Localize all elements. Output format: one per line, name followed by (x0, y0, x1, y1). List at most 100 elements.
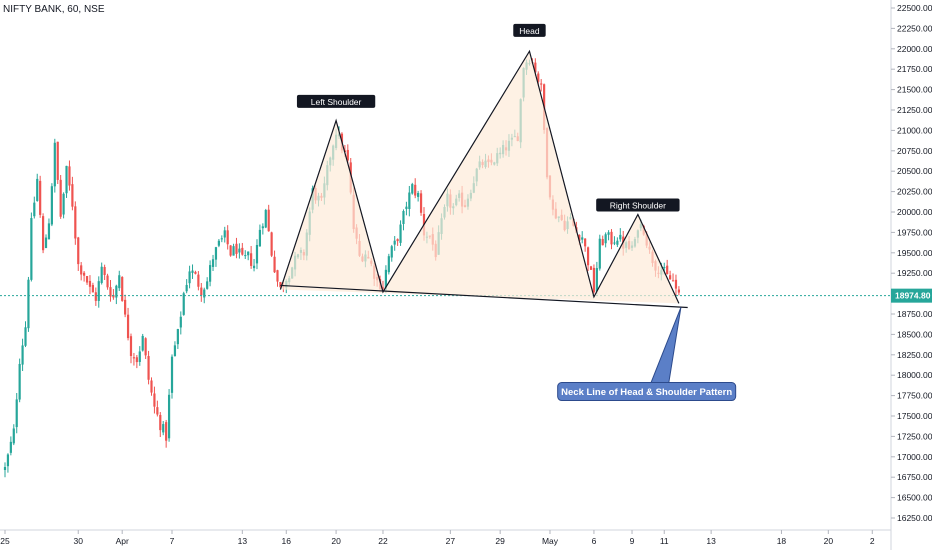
candle-body (267, 209, 270, 232)
candle-body (534, 62, 537, 73)
candle-body (109, 287, 112, 297)
candle-body (80, 265, 83, 275)
x-axis: 25 30 Apr 7 13 16 20 22 27 29 May 6 9 11 13 18 20 2 (0, 529, 891, 546)
y-tick-label: 19750.00 (897, 227, 932, 237)
y-tick-label: 17250.00 (897, 431, 932, 441)
candle-body (27, 279, 30, 329)
x-tick-label: 2 (870, 536, 875, 546)
current-price-tag (891, 288, 932, 303)
candle-body (176, 329, 179, 345)
candle-body (44, 237, 48, 249)
candle-body (36, 178, 39, 201)
candle-body (414, 184, 417, 196)
y-tick-label: 21250.00 (897, 105, 932, 115)
candle-body (223, 230, 226, 238)
candle-body (144, 338, 147, 356)
annotation-label-bg (296, 94, 376, 108)
candle-body (12, 428, 15, 444)
x-tick-label: 9 (630, 536, 635, 546)
x-tick-label: 22 (378, 536, 388, 546)
candle-body (59, 179, 62, 217)
candle-body (601, 239, 604, 246)
candle-body (150, 380, 153, 393)
candle-body (91, 285, 94, 293)
candle-body (589, 266, 593, 270)
candle-body (191, 270, 194, 273)
candle-body (124, 299, 127, 315)
candle-body (118, 275, 121, 289)
candle-body (346, 149, 349, 161)
candle-body (179, 316, 182, 328)
candle-body (264, 210, 267, 228)
candle-body (68, 166, 71, 186)
candle-body (595, 268, 598, 292)
candle-body (39, 180, 42, 215)
x-tick-label: 7 (170, 536, 175, 546)
candle-body (669, 275, 672, 280)
candle-body (209, 265, 212, 282)
candle-body (97, 281, 100, 301)
candle-body (613, 242, 616, 244)
candle-body (21, 345, 24, 365)
candle-body (604, 234, 607, 244)
candle-body (279, 282, 282, 288)
x-tick-label: 20 (824, 536, 834, 546)
candle-body (77, 237, 80, 265)
candle-body (261, 226, 264, 229)
candle-body (156, 407, 159, 415)
candle-body (226, 230, 229, 245)
y-tick-label: 21500.00 (897, 85, 932, 95)
candle-body (47, 223, 51, 240)
candle-body (30, 218, 33, 280)
candle-body (232, 246, 235, 256)
x-tick-label: 20 (331, 536, 341, 546)
candle-body (598, 238, 601, 269)
candle-body (666, 265, 669, 275)
x-tick-label: 29 (495, 536, 505, 546)
y-tick-label: 19250.00 (897, 268, 932, 278)
x-tick-label: 6 (592, 536, 597, 546)
candle-body (126, 314, 130, 339)
candle-body (592, 267, 596, 293)
x-tick-label: 18 (777, 536, 787, 546)
candle-body (402, 211, 405, 224)
y-tick-label: 20500.00 (897, 166, 932, 176)
candle-body (671, 280, 675, 282)
candle-body (200, 287, 203, 296)
candle-body (100, 266, 103, 283)
y-tick-label: 20000.00 (897, 207, 932, 217)
candle-body (83, 272, 86, 276)
candle-body (393, 240, 396, 245)
candle-body (53, 142, 56, 187)
candle-body (153, 393, 156, 407)
x-tick-label: Apr (116, 536, 129, 546)
candle-body (6, 454, 10, 467)
annotation-label: Right Shoulder (610, 200, 666, 210)
x-tick-label: 25 (0, 536, 10, 546)
candle-body (62, 193, 65, 215)
candle-body (9, 441, 12, 453)
x-tick-label: 13 (238, 536, 248, 546)
candle-body (238, 248, 241, 253)
candle-body (235, 243, 238, 254)
callout-pointer (649, 307, 682, 385)
candle-body (94, 292, 97, 301)
y-tick-label: 20250.00 (897, 187, 932, 197)
candle-body (540, 83, 543, 85)
candle-body (194, 271, 197, 274)
annotations: Left Shoulder Head Right Shoulder Neck Line… (296, 23, 737, 402)
candle-body (244, 255, 247, 257)
candle-body (607, 232, 610, 235)
candle-body (71, 184, 74, 207)
candle-body (390, 246, 393, 258)
candle-body (381, 287, 385, 289)
candle-body (103, 267, 106, 275)
candle-body (258, 229, 262, 247)
candle-body (250, 253, 253, 266)
callout-text: Neck Line of Head & Shoulder Pattern (561, 387, 732, 398)
y-tick-label: 19500.00 (897, 248, 932, 258)
candle-body (619, 234, 622, 240)
candle-body (674, 279, 678, 289)
x-tick-label: May (542, 536, 559, 546)
